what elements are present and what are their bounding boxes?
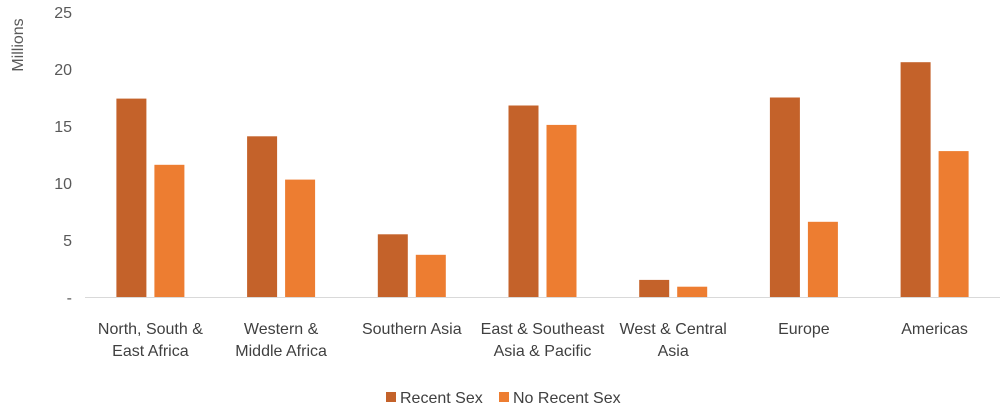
y-tick-label: -	[67, 290, 72, 307]
legend-swatch	[499, 392, 509, 402]
bar-no-recent-sex	[546, 124, 577, 298]
x-category-label: East Africa	[112, 343, 189, 360]
x-category-label: North, South &	[98, 321, 203, 338]
y-tick-label: 5	[63, 233, 72, 250]
bar-recent-sex	[377, 234, 408, 297]
x-category-label: West & Central	[620, 321, 727, 338]
bar-recent-sex	[769, 97, 800, 297]
bar-no-recent-sex	[415, 254, 446, 297]
bar-no-recent-sex	[807, 221, 838, 297]
legend-label: Recent Sex	[400, 390, 483, 407]
bar-no-recent-sex	[154, 164, 185, 297]
y-tick-label: 15	[54, 119, 72, 136]
bar-recent-sex	[508, 105, 539, 297]
x-category-label: Asia	[658, 343, 689, 360]
legend-swatch	[386, 392, 396, 402]
legend-label: No Recent Sex	[513, 390, 621, 407]
bar-no-recent-sex	[677, 286, 708, 297]
bar-no-recent-sex	[285, 179, 316, 297]
x-category-label: Western &	[244, 321, 319, 338]
x-category-label: Southern Asia	[362, 321, 462, 338]
x-category-label: Asia & Pacific	[494, 343, 592, 360]
y-tick-label: 20	[54, 62, 72, 79]
bar-recent-sex	[116, 98, 147, 297]
y-tick-label: 10	[54, 176, 72, 193]
x-category-label: Americas	[901, 321, 968, 338]
x-category-label: Europe	[778, 321, 830, 338]
bar-recent-sex	[247, 136, 278, 297]
bar-recent-sex	[639, 279, 670, 297]
y-tick-label: 25	[54, 5, 72, 22]
bar-recent-sex	[900, 62, 931, 298]
x-category-label: East & Southeast	[481, 321, 605, 338]
x-category-label: Middle Africa	[235, 343, 327, 360]
bar-no-recent-sex	[938, 151, 969, 297]
y-axis-label: Millions	[10, 18, 27, 71]
